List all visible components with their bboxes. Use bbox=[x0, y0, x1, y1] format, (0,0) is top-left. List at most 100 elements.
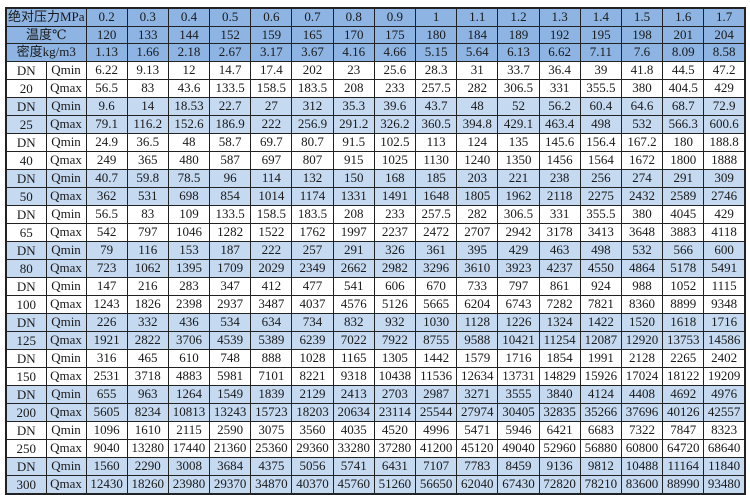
qmin-cell: 361 bbox=[414, 240, 458, 260]
qmax-cell: 566.3 bbox=[662, 114, 705, 134]
qmax-cell: 854 bbox=[209, 186, 252, 206]
qmax-label: Qmax bbox=[45, 78, 87, 98]
qmin-cell: 41.8 bbox=[620, 60, 664, 80]
density-row-cell: 4.16 bbox=[332, 43, 375, 62]
qmax-cell: 2746 bbox=[703, 186, 746, 206]
qmax-cell: 2398 bbox=[167, 294, 211, 314]
qmin-cell: 2987 bbox=[414, 384, 458, 404]
qmax-cell: 256.9 bbox=[291, 114, 334, 134]
qmax-cell: 355.5 bbox=[579, 78, 622, 98]
qmax-cell: 49040 bbox=[497, 438, 540, 458]
qmax-label: Qmax bbox=[45, 186, 87, 206]
qmax-cell: 1062 bbox=[126, 258, 169, 278]
qmin-cell: 436 bbox=[167, 312, 211, 332]
qmax-cell: 133.5 bbox=[209, 78, 252, 98]
qmin-cell: 2703 bbox=[373, 384, 417, 404]
qmax-cell: 7022 bbox=[332, 330, 375, 350]
qmax-cell: 152.6 bbox=[167, 114, 211, 134]
qmin-cell: 4996 bbox=[414, 420, 458, 440]
dn-label: DN bbox=[5, 240, 47, 260]
qmax-label: Qmax bbox=[45, 222, 87, 242]
qmin-cell: 78.5 bbox=[167, 168, 211, 188]
qmax-cell: 5605 bbox=[85, 402, 128, 422]
qmax-cell: 1331 bbox=[332, 186, 375, 206]
qmax-cell: 12634 bbox=[456, 366, 499, 386]
qmin-cell: 7107 bbox=[414, 456, 458, 476]
qmin-cell: 670 bbox=[414, 276, 458, 296]
qmin-cell: 9.13 bbox=[126, 60, 169, 80]
qmin-cell: 4408 bbox=[620, 384, 664, 404]
qmin-cell: 145.6 bbox=[538, 132, 581, 152]
qmin-cell: 477 bbox=[291, 276, 334, 296]
qmax-cell: 32835 bbox=[538, 402, 581, 422]
pressure-row-cell: 1.6 bbox=[662, 7, 705, 27]
qmax-cell: 183.5 bbox=[291, 78, 334, 98]
qmax-cell: 4037 bbox=[291, 294, 334, 314]
density-row: 密度kg/m3 1.13 1.66 2.18 2.67 3.17 3.67 4.16 4.66 5… bbox=[5, 43, 746, 62]
qmin-cell: 52 bbox=[497, 96, 540, 116]
qmax-cell: 29370 bbox=[209, 474, 252, 495]
qmin-cell: 291 bbox=[662, 168, 705, 188]
qmax-cell: 6204 bbox=[456, 294, 499, 314]
qmin-label: Qmin bbox=[45, 132, 87, 152]
pressure-row-cell: 1.5 bbox=[620, 7, 664, 27]
qmin-cell: 1226 bbox=[497, 312, 540, 332]
qmin-cell: 326 bbox=[373, 240, 417, 260]
qmin-cell: 1991 bbox=[579, 348, 622, 368]
qmax-cell: 25360 bbox=[250, 438, 293, 458]
qmax-cell: 723 bbox=[85, 258, 128, 278]
qmin-cell: 541 bbox=[332, 276, 375, 296]
qmin-cell: 1115 bbox=[703, 276, 746, 296]
qmax-cell: 41200 bbox=[414, 438, 458, 458]
table-row-dn125-qmax: 125 Qmax 1921 2822 3706 4539 5389 6239 7022 7922 8… bbox=[5, 330, 746, 350]
qmin-cell: 10488 bbox=[620, 456, 664, 476]
qmin-cell: 797 bbox=[497, 276, 540, 296]
qmax-cell: 797 bbox=[126, 222, 169, 242]
qmin-cell: 429 bbox=[703, 204, 746, 224]
qmin-cell: 233 bbox=[373, 204, 417, 224]
qmax-cell: 600.6 bbox=[703, 114, 746, 134]
qmax-cell: 1800 bbox=[662, 150, 705, 170]
qmin-cell: 147 bbox=[85, 276, 128, 296]
qmin-cell: 180 bbox=[662, 132, 705, 152]
qmin-cell: 132 bbox=[291, 168, 334, 188]
qmax-cell: 915 bbox=[332, 150, 375, 170]
qmax-cell: 2275 bbox=[579, 186, 622, 206]
qmax-cell: 13280 bbox=[126, 438, 169, 458]
temperature-row-cell: 195 bbox=[579, 25, 622, 45]
qmax-label: Qmax bbox=[45, 150, 87, 170]
qmin-cell: 634 bbox=[250, 312, 293, 332]
qmin-cell: 133.5 bbox=[209, 204, 252, 224]
qmin-cell: 124 bbox=[456, 132, 499, 152]
pressure-row-label: 绝对压力MPa bbox=[5, 7, 87, 27]
qmax-cell: 4883 bbox=[167, 366, 211, 386]
density-row-label: 密度kg/m3 bbox=[5, 43, 87, 62]
qmax-cell: 67430 bbox=[497, 474, 540, 495]
qmin-cell: 187 bbox=[209, 240, 252, 260]
table-row-dn80-qmin: DN Qmin 79 116 153 187 222 257 291 326 361 395 429 46… bbox=[5, 240, 746, 260]
qmax-cell: 40126 bbox=[662, 402, 705, 422]
temperature-row-cell: 184 bbox=[456, 25, 499, 45]
steam-flow-table: 绝对压力MPa 0.2 0.3 0.4 0.5 0.6 0.7 0.8 0.9 1 1.1 1.2 1.… bbox=[5, 7, 746, 495]
qmax-cell: 17024 bbox=[620, 366, 664, 386]
qmax-cell: 4539 bbox=[209, 330, 252, 350]
qmin-cell: 4035 bbox=[332, 420, 375, 440]
qmin-cell: 1422 bbox=[579, 312, 622, 332]
qmax-label: Qmax bbox=[45, 474, 87, 495]
qmin-cell: 733 bbox=[456, 276, 499, 296]
qmax-cell: 1350 bbox=[497, 150, 540, 170]
qmin-cell: 6.22 bbox=[85, 60, 128, 80]
qmax-cell: 40370 bbox=[291, 474, 334, 495]
qmax-cell: 8221 bbox=[291, 366, 334, 386]
table-row-dn150-qmin: DN Qmin 316 465 610 748 888 1028 1165 1305 1442 157… bbox=[5, 348, 746, 368]
qmax-cell: 1921 bbox=[85, 330, 128, 350]
qmax-cell: 3923 bbox=[497, 258, 540, 278]
density-row-cell: 3.17 bbox=[250, 43, 293, 62]
qmin-cell: 4520 bbox=[373, 420, 417, 440]
qmin-cell: 465 bbox=[126, 348, 169, 368]
qmax-cell: 158.5 bbox=[250, 78, 293, 98]
qmax-cell: 35266 bbox=[579, 402, 622, 422]
qmin-cell: 113 bbox=[414, 132, 458, 152]
qmin-cell: 291 bbox=[332, 240, 375, 260]
qmin-cell: 59.8 bbox=[126, 168, 169, 188]
